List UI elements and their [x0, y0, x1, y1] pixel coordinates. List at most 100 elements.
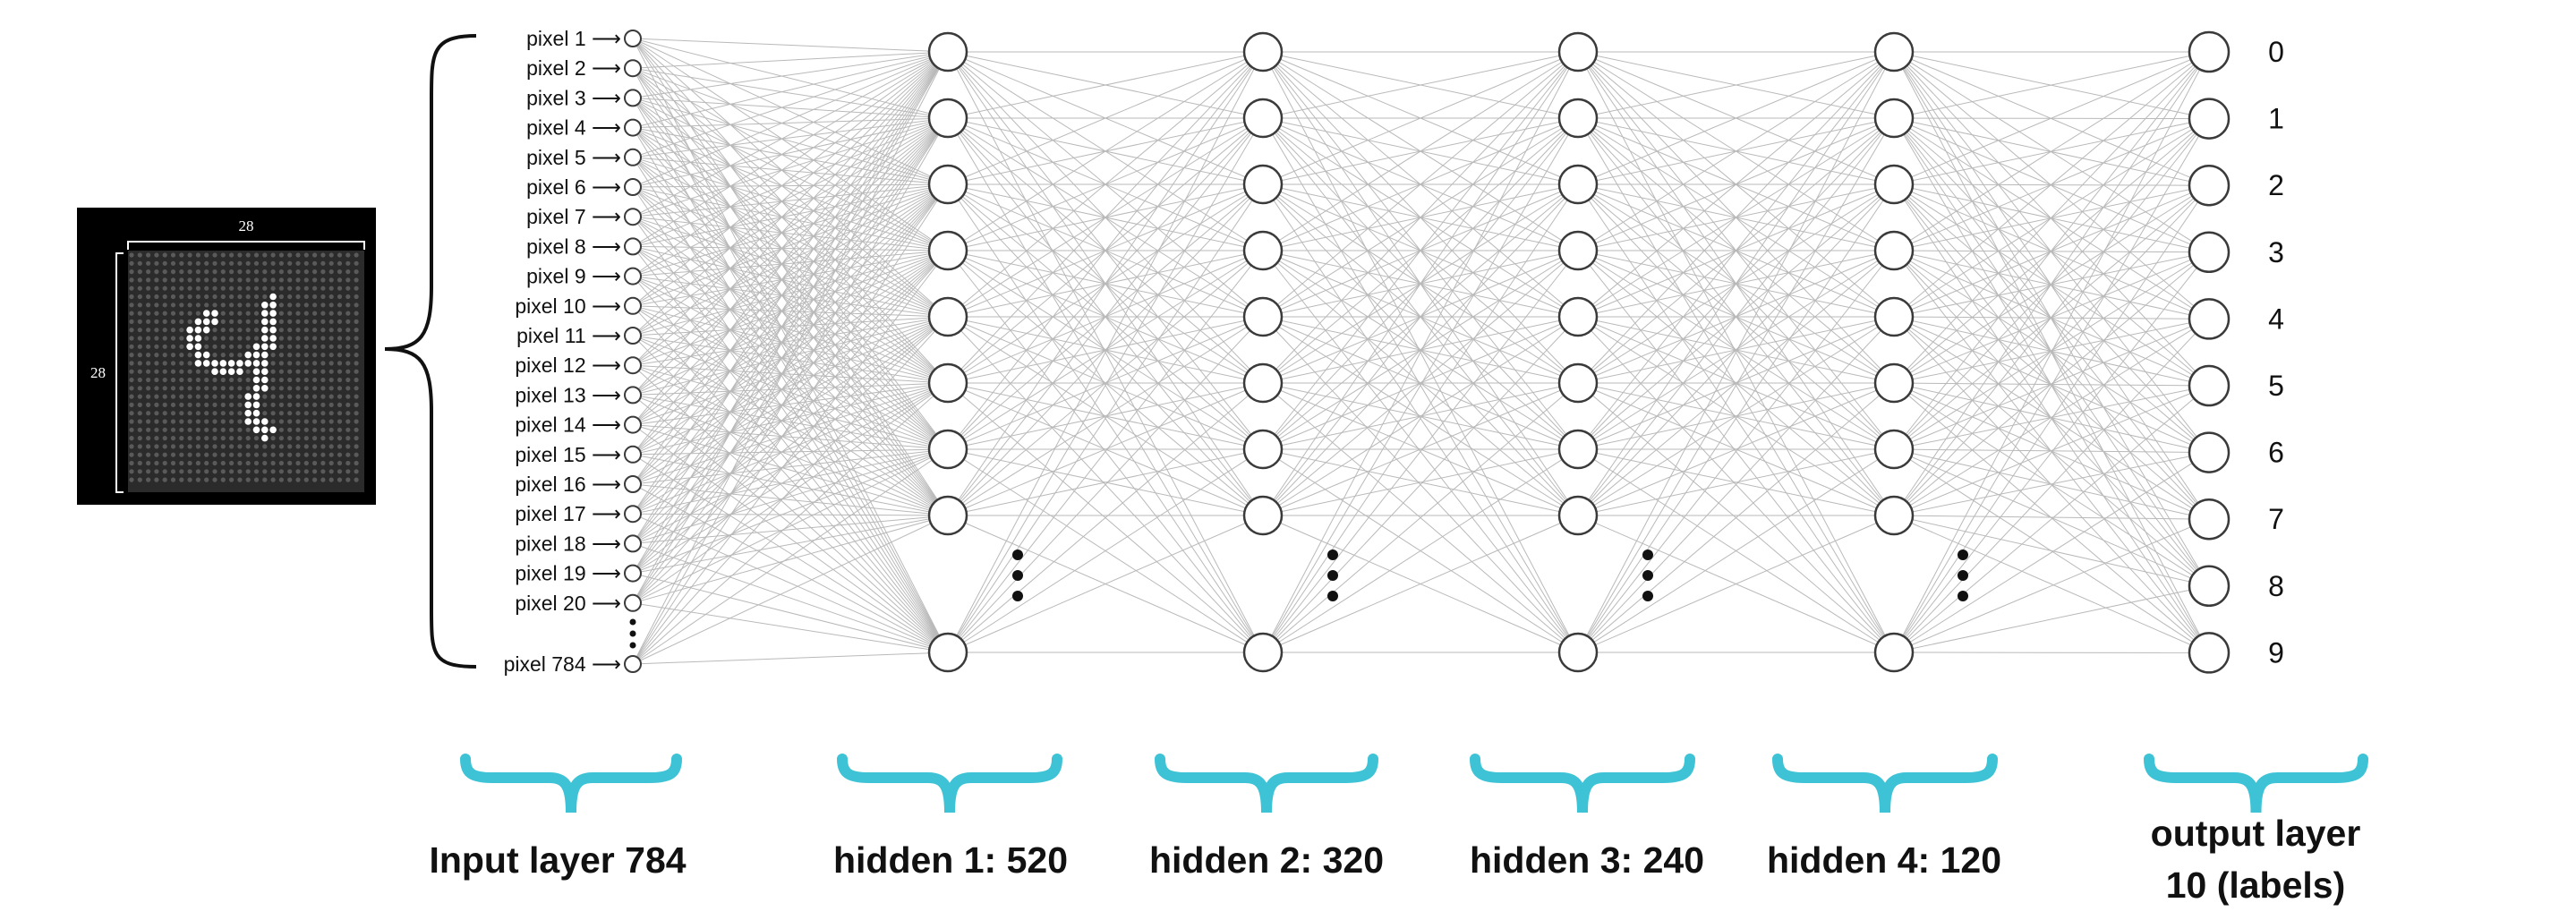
ellipsis-dot: [1642, 549, 1653, 560]
edge: [1262, 117, 1579, 653]
pixel-dot: [295, 419, 301, 424]
pixel-dot: [237, 394, 243, 399]
pixel-dot: [237, 411, 243, 416]
pixel-dot: [237, 436, 243, 441]
pixel-dot: [137, 444, 142, 449]
pixel-dot: [146, 294, 151, 300]
pixel-dot: [328, 452, 334, 457]
pixel-dot: [253, 469, 260, 474]
edge: [632, 51, 949, 425]
edge: [632, 117, 949, 396]
edge: [632, 183, 949, 425]
pixel-dot: [204, 444, 209, 449]
input-pixel-label: pixel 7 ⟶: [526, 205, 621, 228]
pixel-dot: [320, 452, 326, 457]
pixel-dot: [229, 436, 235, 441]
pixel-dot: [295, 386, 301, 391]
edge: [632, 448, 949, 485]
pixel-dot: [303, 285, 309, 291]
pixel-dot: [204, 469, 209, 474]
ellipsis-dot: [1958, 570, 1968, 581]
edge: [947, 117, 1264, 516]
pixel-dot: [303, 302, 309, 308]
pixel-dot: [187, 377, 192, 383]
pixel-dot: [312, 361, 318, 366]
pixel-dot: [129, 452, 134, 457]
cyan-brace: [1470, 754, 1695, 814]
pixel-dot: [220, 269, 226, 275]
input-node: [624, 564, 642, 583]
edge: [632, 250, 949, 604]
pixel-dot: [270, 411, 276, 416]
pixel-dot: [204, 452, 209, 457]
pixel-dot: [229, 427, 235, 432]
pixel-dot: [187, 402, 192, 407]
input-pixel-label: pixel 12 ⟶: [515, 354, 621, 377]
pixel-dot: [278, 386, 284, 391]
edge: [632, 305, 949, 653]
pixel-dot: [162, 452, 167, 457]
edge: [632, 515, 949, 665]
pixel-dot: [137, 452, 142, 457]
pixel-dot: [137, 285, 142, 291]
pixel-dot: [146, 328, 151, 333]
edge: [632, 602, 949, 653]
pixel-dot: [195, 269, 200, 275]
pixel-dot: [195, 460, 200, 466]
pixel-dot-lit: [227, 360, 235, 367]
pixel-dot: [337, 294, 343, 300]
pixel-dot: [253, 328, 260, 333]
pixel-dot: [179, 252, 184, 258]
edge: [632, 448, 949, 665]
pixel-dot: [320, 444, 326, 449]
pixel-dot: [354, 302, 359, 308]
pixel-dot: [270, 394, 276, 399]
ellipsis-dot: [629, 618, 636, 626]
pixel-dot: [295, 469, 301, 474]
hidden-node: [1242, 362, 1284, 404]
caption-output-line2: 10 (labels): [2166, 865, 2346, 906]
pixel-dot: [212, 452, 218, 457]
pixel-dot: [154, 252, 159, 258]
pixel-dot: [229, 252, 235, 258]
output-label: 3: [2268, 236, 2284, 268]
height-label: 28: [90, 364, 106, 381]
edge: [947, 250, 1264, 653]
width-label: 28: [239, 217, 254, 234]
pixel-dot: [162, 353, 167, 358]
hidden-node: [1242, 495, 1284, 536]
edge: [947, 51, 1264, 119]
edge: [1262, 51, 1579, 251]
pixel-dot: [212, 411, 218, 416]
pixel-dot: [303, 277, 309, 283]
pixel-dot: [162, 344, 167, 349]
pixel-dot: [170, 361, 176, 366]
pixel-dot: [220, 319, 226, 324]
pixel-dot: [245, 452, 251, 457]
pixel-dot: [328, 344, 334, 349]
pixel-dot: [320, 361, 326, 366]
pixel-dot: [229, 402, 235, 407]
caption-hidden-3: hidden 3: 240: [1470, 839, 1704, 881]
input-curly-brace: [384, 34, 477, 669]
pixel-dot: [345, 411, 351, 416]
pixel-dot: [137, 394, 142, 399]
pixel-dot: [287, 411, 293, 416]
input-node: [624, 505, 642, 524]
edge: [1262, 448, 1579, 653]
pixel-dot: [170, 469, 176, 474]
pixel-dot: [179, 436, 184, 441]
pixel-dot: [320, 269, 326, 275]
pixel-dot: [129, 285, 134, 291]
pixel-dot: [328, 419, 334, 424]
pixel-dot: [154, 311, 159, 316]
edge: [632, 51, 949, 247]
edge: [947, 117, 1264, 653]
pixel-dot: [195, 386, 200, 391]
pixel-dot: [278, 302, 284, 308]
pixel-dot: [354, 319, 359, 324]
pixel-dot: [212, 419, 218, 424]
pixel-dot-lit: [194, 343, 202, 351]
input-node: [624, 655, 642, 673]
pixel-dot: [245, 386, 251, 391]
